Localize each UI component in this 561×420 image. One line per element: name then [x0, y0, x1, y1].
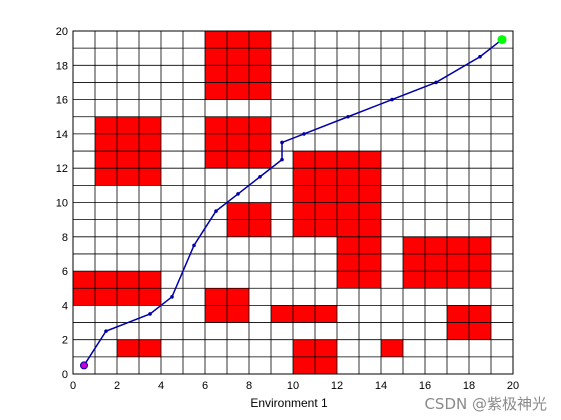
- y-tick-label: 12: [56, 163, 68, 175]
- x-axis-title: Environment 1: [250, 396, 328, 410]
- path-point: [280, 157, 284, 162]
- watermark-text: CSDN @紫极神光: [424, 395, 547, 413]
- x-tick-label: 8: [246, 380, 252, 392]
- path-point: [192, 243, 196, 248]
- x-tick-label: 18: [463, 380, 475, 392]
- path-point: [478, 54, 482, 59]
- path-point: [214, 209, 218, 213]
- y-tick-label: 2: [62, 335, 68, 347]
- goal-marker: [497, 35, 507, 45]
- y-tick-label: 0: [62, 369, 68, 381]
- y-tick-label: 4: [62, 300, 68, 312]
- y-tick-label: 14: [56, 129, 68, 141]
- x-axis: 0 2 4 6 8 10 12 14 16 18 20: [70, 380, 519, 392]
- obstacle-block: [381, 339, 403, 357]
- path-point: [390, 97, 394, 102]
- path-point: [104, 329, 108, 333]
- x-tick-label: 12: [331, 380, 343, 392]
- plot-frame: [72, 30, 514, 375]
- y-axis: 0 2 4 6 8 10 12 14 16 18 20: [56, 26, 68, 381]
- x-tick-label: 6: [202, 380, 208, 392]
- path-point: [302, 132, 306, 136]
- y-tick-label: 18: [56, 60, 68, 72]
- start-marker: [80, 361, 88, 370]
- path-point: [148, 312, 152, 316]
- x-tick-label: 4: [158, 380, 164, 392]
- grid-lines: [72, 30, 514, 375]
- path-point: [280, 140, 284, 145]
- path-layer: [80, 35, 507, 370]
- obstacle-block: [205, 116, 271, 169]
- x-tick-label: 10: [287, 380, 299, 392]
- x-tick-label: 16: [419, 380, 431, 392]
- x-tick-label: 14: [375, 380, 387, 392]
- path-point: [170, 295, 174, 299]
- y-tick-label: 16: [56, 95, 68, 107]
- path-point: [346, 114, 350, 119]
- x-tick-label: 2: [114, 380, 120, 392]
- path-line: [83, 38, 503, 366]
- x-tick-label: 20: [507, 380, 519, 392]
- y-tick-label: 6: [62, 266, 68, 278]
- path-point: [434, 80, 438, 85]
- path-point: [236, 192, 240, 196]
- obstacle-block: [315, 305, 337, 323]
- y-tick-label: 10: [56, 198, 68, 210]
- y-tick-label: 8: [62, 232, 68, 244]
- path-point: [258, 174, 262, 179]
- x-tick-label: 0: [70, 380, 76, 392]
- y-tick-label: 20: [56, 26, 68, 38]
